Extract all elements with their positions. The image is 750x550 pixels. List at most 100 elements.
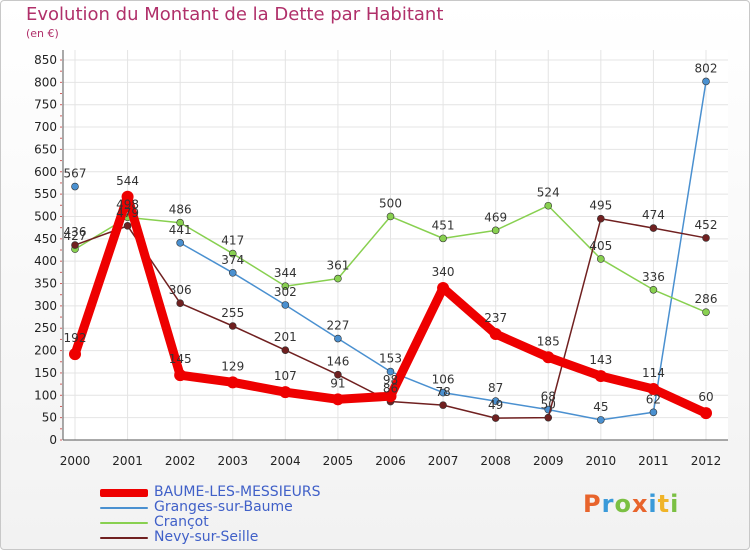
x-tick-label: 2007 (428, 454, 459, 468)
data-label: 498 (116, 197, 139, 211)
y-tick-label: 750 (34, 98, 57, 112)
legend: BAUME-LES-MESSIEURS Granges-sur-Baume Cr… (100, 485, 321, 545)
y-tick-label: 400 (34, 254, 57, 268)
data-label: 524 (537, 186, 560, 200)
data-label: 469 (484, 210, 507, 224)
logo-letter: i (648, 490, 658, 518)
legend-swatch (100, 506, 148, 509)
logo-letter: x (631, 490, 649, 518)
data-point (281, 301, 290, 309)
data-point (228, 322, 237, 330)
data-label: 114 (642, 366, 665, 380)
data-label: 255 (221, 306, 244, 320)
data-label: 427 (64, 229, 87, 243)
data-point (649, 224, 658, 232)
data-label: 143 (589, 353, 612, 367)
data-label: 486 (169, 203, 192, 217)
data-point (176, 239, 184, 247)
legend-swatch (100, 536, 148, 539)
data-label: 544 (116, 174, 139, 188)
data-label: 91 (330, 376, 345, 390)
data-label: 227 (326, 319, 349, 333)
data-label: 344 (274, 266, 297, 280)
data-point (439, 388, 447, 397)
data-point (702, 77, 710, 86)
x-tick-label: 2004 (270, 454, 301, 468)
x-tick-label: 2012 (691, 454, 722, 468)
data-point (700, 407, 712, 420)
data-label: 129 (221, 359, 244, 373)
data-point (491, 397, 500, 405)
data-label: 436 (64, 225, 87, 239)
data-point (384, 390, 397, 403)
chart-title: Evolution du Montant de la Dette par Hab… (26, 4, 444, 25)
data-point (491, 414, 500, 422)
data-label: 106 (432, 373, 455, 387)
data-point (386, 367, 395, 376)
y-tick-label: 150 (34, 366, 57, 380)
legend-item: Nevy-sur-Seille (100, 530, 321, 545)
x-tick-label: 2008 (480, 454, 511, 468)
data-label: 146 (326, 355, 349, 369)
data-label: 201 (274, 330, 297, 344)
chart-subtitle: (en €) (26, 27, 59, 40)
x-tick-label: 2002 (165, 454, 196, 468)
data-label: 451 (432, 218, 455, 232)
data-label: 452 (695, 218, 718, 232)
data-label: 153 (379, 352, 402, 366)
data-point (281, 346, 290, 354)
y-tick-label: 650 (34, 142, 57, 156)
data-label: 361 (326, 259, 349, 273)
y-tick-label: 850 (34, 53, 57, 67)
y-tick-label: 200 (34, 344, 57, 358)
data-point (439, 401, 447, 409)
y-tick-label: 50 (42, 411, 57, 425)
logo-letter: P (583, 490, 602, 518)
x-tick-label: 2003 (217, 454, 248, 468)
legend-item: Crançot (100, 515, 321, 530)
y-tick-label: 100 (34, 388, 57, 402)
data-label: 374 (221, 253, 244, 267)
data-point (702, 234, 710, 242)
data-label: 417 (221, 234, 244, 248)
data-point (334, 274, 342, 283)
y-tick-label: 550 (34, 187, 57, 201)
data-label: 302 (274, 285, 297, 299)
data-label: 237 (484, 311, 507, 325)
data-label: 145 (169, 352, 192, 366)
data-point (597, 214, 605, 223)
data-label: 500 (379, 196, 402, 210)
y-tick-label: 450 (34, 232, 57, 246)
y-tick-label: 600 (34, 165, 57, 179)
y-tick-label: 700 (34, 120, 57, 134)
data-point (544, 413, 553, 422)
legend-swatch (100, 521, 148, 524)
data-point (597, 255, 605, 263)
x-tick-label: 2011 (638, 454, 669, 468)
data-point (597, 416, 605, 424)
data-label: 98 (383, 373, 398, 387)
data-label: 49 (488, 398, 503, 412)
data-point (71, 182, 79, 191)
data-point (281, 282, 290, 291)
data-point (437, 282, 450, 294)
data-point (544, 201, 553, 210)
plot-area (63, 50, 728, 440)
data-label: 479 (116, 206, 139, 220)
data-point (647, 383, 660, 396)
data-point (702, 308, 710, 316)
data-point (491, 226, 500, 235)
data-point (334, 370, 342, 379)
data-label: 192 (64, 331, 87, 345)
logo-letter: o (614, 490, 632, 518)
data-label: 45 (593, 400, 608, 414)
data-label: 107 (274, 369, 297, 383)
logo-letter: i (670, 490, 680, 518)
logo-letter: r (601, 490, 615, 518)
x-tick-label: 2009 (533, 454, 564, 468)
data-label: 567 (64, 167, 87, 181)
data-label: 286 (695, 292, 718, 306)
y-tick-label: 500 (34, 209, 57, 223)
data-label: 50 (541, 398, 556, 412)
data-label: 60 (698, 390, 713, 404)
